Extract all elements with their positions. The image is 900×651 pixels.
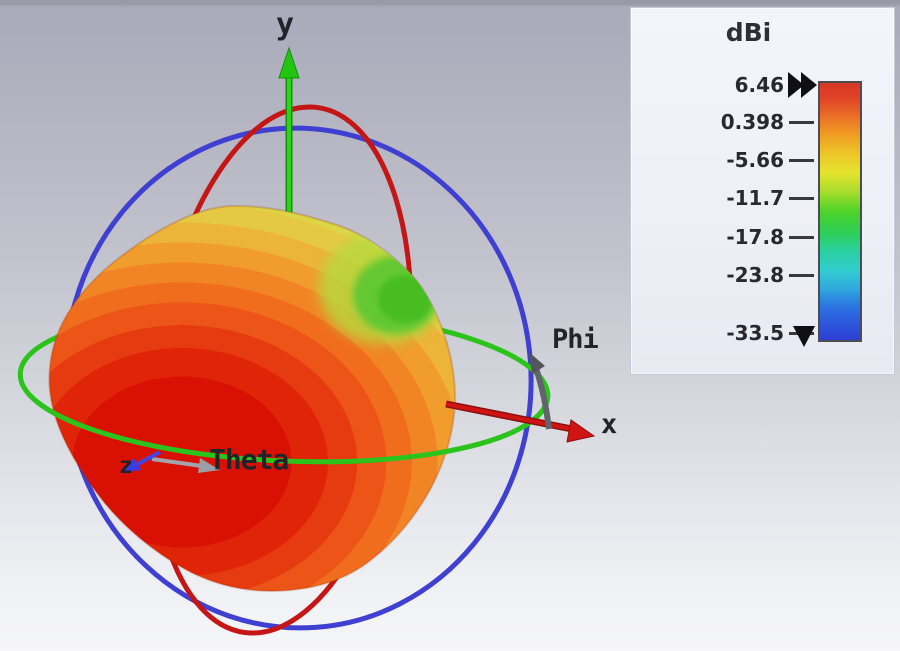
z-axis-arrow — [121, 450, 161, 473]
phi-arrow — [529, 352, 552, 430]
colorbar-tick-label: 0.398 — [720, 110, 784, 134]
colorbar-tick-label: -17.8 — [726, 225, 784, 249]
max-marker-arrow-icon — [801, 72, 817, 98]
colorbar-tick-mark — [789, 159, 814, 162]
colorbar-tick-label: -23.8 — [726, 263, 784, 287]
colorbar-title: dBi — [725, 18, 772, 47]
phi-angle-label: Phi — [552, 324, 599, 355]
colorbar-gradient — [818, 81, 862, 342]
y-axis-label: y — [276, 7, 294, 42]
colorbar-tick-label: -5.66 — [726, 148, 784, 172]
theta-angle-label: Theta — [209, 443, 289, 476]
colorbar-tick-mark — [789, 236, 814, 239]
z-axis-label: z — [119, 453, 133, 479]
colorbar-tick-label: 6.46 — [734, 73, 784, 97]
colorbar-legend-panel: dBi 6.46 0.398 -5.66 -11.7 -17.8 -23.8 -… — [630, 7, 895, 375]
colorbar-tick-mark — [789, 274, 814, 277]
theta-arrow — [151, 457, 220, 473]
green-circle-front-arc — [17, 394, 551, 465]
colorbar-max-marker[interactable] — [788, 72, 820, 98]
colorbar-tick-mark — [789, 121, 814, 124]
colorbar-tick-mark — [789, 197, 814, 200]
max-marker-arrow-icon — [788, 72, 804, 98]
colorbar-min-marker[interactable] — [793, 326, 815, 347]
x-axis-arrow — [445, 400, 596, 443]
colorbar-tick-label: -33.5 — [726, 321, 784, 345]
colorbar-tick-label: -11.7 — [726, 186, 784, 210]
x-axis-label: x — [601, 409, 617, 440]
